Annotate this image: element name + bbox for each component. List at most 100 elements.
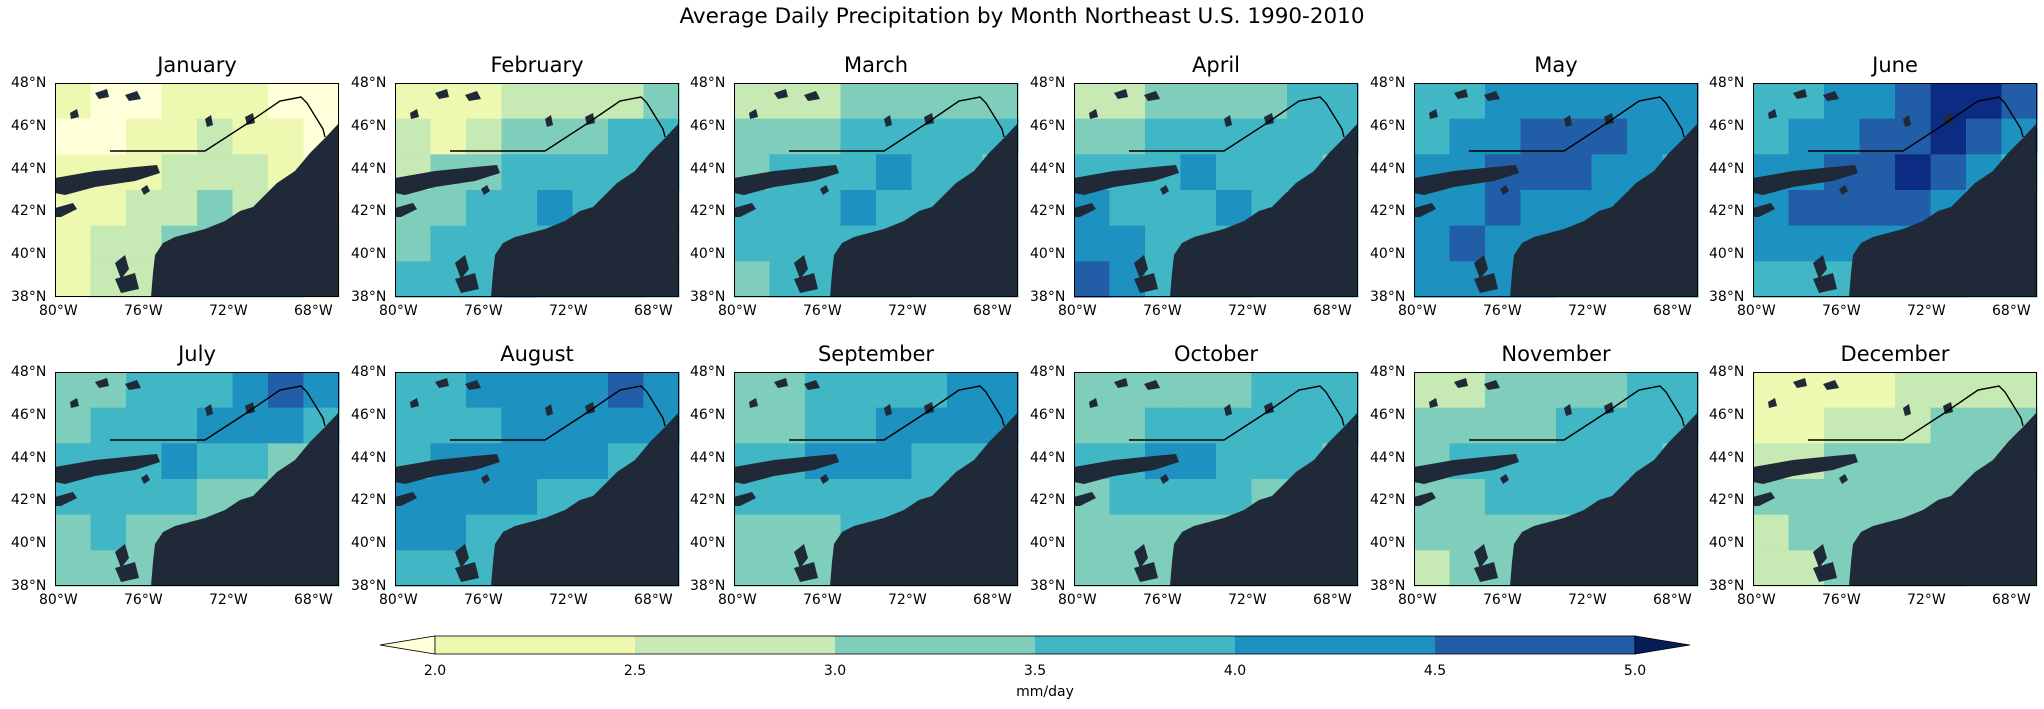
precip-cell xyxy=(572,154,609,191)
lon-tick-label: 80°W xyxy=(1737,592,1776,608)
water-mask xyxy=(1943,113,1953,125)
precip-cell xyxy=(1788,118,1825,155)
water-mask xyxy=(1813,544,1827,568)
precip-cell xyxy=(1109,514,1146,551)
precip-cell xyxy=(232,83,269,120)
precip-cell xyxy=(232,118,269,155)
precip-cell xyxy=(572,443,609,480)
water-mask xyxy=(1753,203,1775,217)
colorbar-segment xyxy=(835,636,1035,654)
water-mask xyxy=(820,185,829,195)
lat-tick-label: 40°N xyxy=(1709,535,1745,552)
precip-cell xyxy=(805,407,842,444)
panel-title-june: June xyxy=(1872,53,1918,77)
water-mask xyxy=(1074,165,1179,195)
precip-cell xyxy=(840,407,877,444)
precip-cell xyxy=(268,372,305,409)
lon-tick-label: 72°W xyxy=(549,592,588,608)
lat-tick-label: 40°N xyxy=(351,535,387,552)
precip-cell xyxy=(90,514,127,551)
lon-tick-label: 80°W xyxy=(718,592,757,608)
colorbar xyxy=(379,635,1691,655)
lat-tick-label: 44°N xyxy=(690,449,726,466)
map-frame xyxy=(1753,83,2037,297)
lon-tick-label: 68°W xyxy=(634,592,673,608)
figure-title: Average Daily Precipitation by Month Nor… xyxy=(679,4,1365,29)
precip-cell xyxy=(769,479,806,516)
lon-tick-label: 76°W xyxy=(1143,303,1182,319)
precip-cell xyxy=(466,83,503,120)
precip-cell xyxy=(1251,83,1288,120)
lat-tick-label: 48°N xyxy=(11,364,47,380)
water-mask xyxy=(1160,185,1169,195)
colorbar-outline xyxy=(434,635,1636,655)
water-mask xyxy=(774,89,788,99)
map-february xyxy=(395,83,680,298)
lat-tick-label: 42°N xyxy=(1370,203,1406,220)
water-mask xyxy=(185,243,219,257)
lat-tick-label: 48°N xyxy=(690,75,726,91)
lat-tick-label: 46°N xyxy=(351,406,387,423)
water-mask xyxy=(141,474,150,484)
precip-cell xyxy=(1449,514,1486,551)
water-mask xyxy=(1454,378,1468,388)
precip-cell xyxy=(501,190,538,227)
water-mask xyxy=(205,404,213,416)
precip-cell xyxy=(1895,372,1932,409)
precip-cell xyxy=(1859,443,1896,480)
lat-tick-label: 48°N xyxy=(690,364,726,380)
precip-cell xyxy=(1414,261,1451,298)
water-mask xyxy=(55,203,77,217)
lat-tick-label: 38°N xyxy=(690,289,726,305)
colorbar-tick-label: 4.0 xyxy=(1223,663,1247,679)
precip-cell xyxy=(1485,83,1522,120)
precip-cell xyxy=(1824,83,1861,120)
panel-title-december: December xyxy=(1840,342,1950,366)
precip-cell xyxy=(55,550,92,587)
precip-cell xyxy=(1966,372,2003,409)
precip-cell xyxy=(1859,372,1896,409)
map-frame xyxy=(395,83,679,297)
state-border xyxy=(789,385,1005,441)
precip-cell xyxy=(1287,83,1324,120)
lat-tick-label: 44°N xyxy=(351,160,387,177)
panel-title-april: April xyxy=(1192,53,1240,77)
precip-cell xyxy=(1966,83,2003,120)
precip-cell xyxy=(1627,118,1664,155)
colorbar-extend-high xyxy=(1634,635,1691,655)
precip-cell xyxy=(1449,407,1486,444)
precip-cell xyxy=(537,154,574,191)
water-mask xyxy=(125,380,141,390)
precip-cell xyxy=(1109,83,1146,120)
water-mask xyxy=(1793,378,1807,388)
precip-cell xyxy=(537,83,574,120)
precip-cell xyxy=(608,118,645,155)
precip-cell xyxy=(1449,83,1486,120)
precip-cell xyxy=(911,83,948,120)
colorbar-tick-label: 5.0 xyxy=(1623,663,1647,679)
precip-cell xyxy=(1753,514,1790,551)
lat-tick-label: 48°N xyxy=(1030,75,1066,91)
water-mask xyxy=(1224,404,1232,416)
water-mask xyxy=(1134,255,1148,279)
map-march xyxy=(734,83,1019,298)
colorbar-segment xyxy=(1035,636,1235,654)
lat-tick-label: 42°N xyxy=(1030,492,1066,509)
water-mask xyxy=(115,273,139,293)
water-mask xyxy=(1204,243,1238,257)
water-mask xyxy=(1414,165,1519,195)
precip-cell xyxy=(395,550,432,587)
precip-cell xyxy=(1449,479,1486,516)
lon-tick-label: 80°W xyxy=(379,592,418,608)
lat-tick-label: 42°N xyxy=(11,203,47,220)
lon-tick-label: 80°W xyxy=(1058,303,1097,319)
map-frame xyxy=(1414,83,1698,297)
precip-cell xyxy=(734,514,771,551)
precip-cell xyxy=(161,372,198,409)
state-border xyxy=(789,96,1005,152)
water-mask xyxy=(1474,273,1498,293)
precip-cell xyxy=(1824,190,1861,227)
water-mask xyxy=(1813,255,1827,279)
precip-cell xyxy=(876,372,913,409)
lat-tick-label: 48°N xyxy=(1709,364,1745,380)
